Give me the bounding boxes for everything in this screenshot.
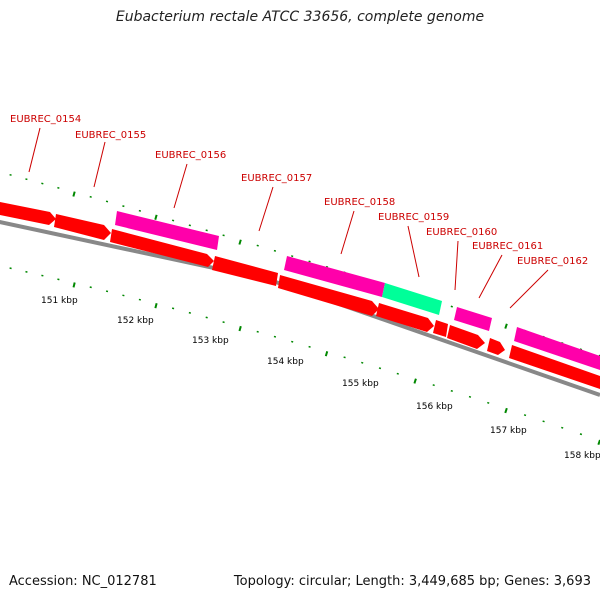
gene-arrow [212,256,278,286]
label-leader [258,186,274,232]
label-leader [509,269,549,309]
kbp-label: 156 kbp [416,402,453,412]
label-leader [93,141,106,188]
gene-block [454,307,492,331]
gene-label: EUBREC_0159 [378,212,449,223]
gene-arrow [110,229,214,267]
major-tick [413,378,417,384]
gene-arrow [509,345,600,389]
kbp-label: 157 kbp [490,426,527,436]
gene-arrow [487,338,505,355]
label-leader [173,163,188,209]
gene-label: EUBREC_0155 [75,130,146,141]
gene-arrow [433,320,448,337]
map-title: Eubacterium rectale ATCC 33656, complete… [115,9,485,25]
kbp-label: 158 kbp [564,451,600,461]
gene-label: EUBREC_0156 [155,150,226,161]
major-tick [238,239,242,245]
major-tick [154,303,158,309]
kbp-label: 154 kbp [267,357,304,367]
major-tick [504,407,508,414]
gene-block [284,256,385,297]
other-gene-track [115,211,600,370]
label-leader [478,254,503,299]
gene-label: EUBREC_0154 [10,114,81,125]
label-leaders [28,127,549,309]
gene-label: EUBREC_0160 [426,227,497,238]
gene-block [514,327,600,370]
kbp-label: 153 kbp [192,336,229,346]
major-tick [72,191,76,197]
gene-block [382,283,442,315]
gene-arrow [376,303,434,332]
gene-labels: EUBREC_0154 EUBREC_0155 EUBREC_0156 EUBR… [10,114,588,267]
gene-arrow [447,325,485,349]
genome-summary-text: Topology: circular; Length: 3,449,685 bp… [233,574,591,589]
gene-label: EUBREC_0157 [241,173,312,184]
major-tick [238,325,242,332]
kbp-label: 155 kbp [342,379,379,389]
kbp-labels: 151 kbp 152 kbp 153 kbp 154 kbp 155 kbp … [41,296,600,461]
kbp-label: 152 kbp [117,316,154,326]
major-tick [324,351,329,357]
major-tick [154,214,158,220]
gene-arrow [0,202,56,225]
kbp-label: 151 kbp [41,296,78,306]
label-leader [340,210,355,255]
gene-arrow [54,214,111,240]
forward-gene-track [0,202,600,389]
gene-label: EUBREC_0161 [472,241,543,252]
major-tick [504,323,508,329]
label-leader [407,225,420,278]
lower-tick-row [9,267,600,446]
gene-label: EUBREC_0158 [324,197,395,208]
accession-text: Accession: NC_012781 [9,574,157,589]
gene-label: EUBREC_0162 [517,256,588,267]
label-leader [454,240,459,291]
label-leader [28,127,41,173]
gene-arrow [278,275,379,316]
gene-block [115,211,219,250]
major-tick [72,282,76,288]
